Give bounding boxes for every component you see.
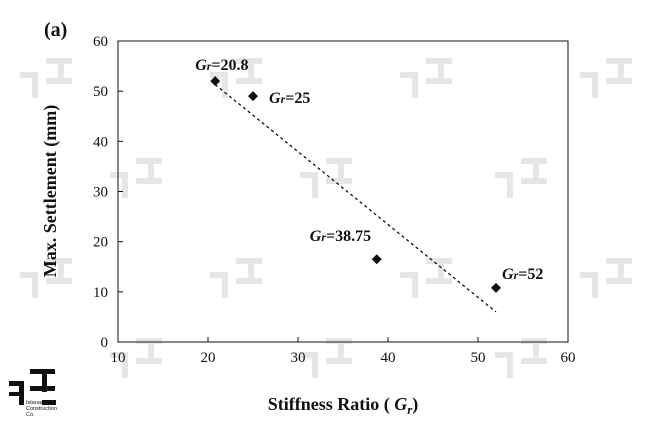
x-axis-title-suffix: ) <box>412 394 418 415</box>
data-point-marker <box>210 76 221 87</box>
x-axis-title-prefix: Stiffness Ratio ( <box>268 394 395 415</box>
point-label-subscript: r <box>514 268 519 282</box>
y-axis-ticks: 0 10 20 30 40 50 60 <box>93 34 123 351</box>
watermark-mark <box>20 258 72 298</box>
y-tick-label: 60 <box>93 34 108 50</box>
watermark-mark <box>20 58 72 98</box>
panel-label: (a) <box>44 19 67 41</box>
point-label-value: =20.8 <box>211 57 248 74</box>
watermark-pattern <box>20 58 632 378</box>
point-label-symbol: G <box>269 90 281 107</box>
watermark-mark <box>495 338 547 378</box>
company-logo: Istanaceh Construction Co. <box>9 369 57 418</box>
watermark-mark <box>495 158 547 198</box>
x-axis-title-symbol: G <box>394 394 407 414</box>
point-label-value: =52 <box>518 266 543 283</box>
watermark-mark <box>580 258 632 298</box>
logo-line-1: Istanaceh <box>26 400 50 406</box>
x-axis-title-subscript: r <box>407 402 413 417</box>
point-label-subscript: r <box>321 230 326 244</box>
point-label-symbol: G <box>310 228 322 245</box>
watermark-mark <box>300 158 352 198</box>
point-label: Gr=38.75 <box>310 228 371 245</box>
watermark-mark <box>300 338 352 378</box>
x-tick-label: 20 <box>201 350 216 366</box>
y-tick-label: 40 <box>93 134 108 150</box>
trendline <box>214 84 497 313</box>
watermark-mark <box>210 58 262 98</box>
x-tick-label: 50 <box>471 350 486 366</box>
data-point-marker <box>248 91 258 102</box>
data-points <box>210 76 501 293</box>
x-axis-ticks: 10 20 30 40 50 60 <box>111 337 576 366</box>
x-tick-label: 60 <box>561 350 576 366</box>
watermark-mark <box>400 258 452 298</box>
y-tick-label: 20 <box>93 235 108 251</box>
point-label: Gr=52 <box>502 266 543 283</box>
watermark-mark <box>110 158 162 198</box>
point-label-symbol: G <box>502 266 514 283</box>
data-point-marker <box>371 254 382 265</box>
data-point-marker <box>491 282 501 293</box>
logo-line-3: Co. <box>26 412 35 418</box>
x-axis-title: Stiffness Ratio ( Gr) <box>268 394 419 417</box>
watermark-mark <box>580 58 632 98</box>
y-tick-label: 50 <box>93 84 108 100</box>
logo-line-2: Construction <box>26 406 57 412</box>
watermark-mark <box>400 58 452 98</box>
y-tick-label: 30 <box>93 185 108 201</box>
plot-frame <box>117 40 569 343</box>
y-axis-title: Max. Settlement (mm) <box>40 105 61 277</box>
y-tick-label: 10 <box>93 285 108 301</box>
point-label-value: =38.75 <box>326 228 371 245</box>
watermark-mark <box>210 258 262 298</box>
x-tick-label: 10 <box>111 350 126 366</box>
x-tick-label: 30 <box>291 350 306 366</box>
point-label-subscript: r <box>281 92 286 106</box>
x-tick-label: 40 <box>381 350 396 366</box>
point-label: Gr=25 <box>269 90 310 107</box>
point-label-subscript: r <box>207 59 212 73</box>
y-tick-label: 0 <box>101 335 109 351</box>
watermark-mark <box>110 338 162 378</box>
point-label-symbol: G <box>195 57 207 74</box>
point-label: Gr=20.8 <box>195 57 248 74</box>
point-label-value: =25 <box>285 90 310 107</box>
